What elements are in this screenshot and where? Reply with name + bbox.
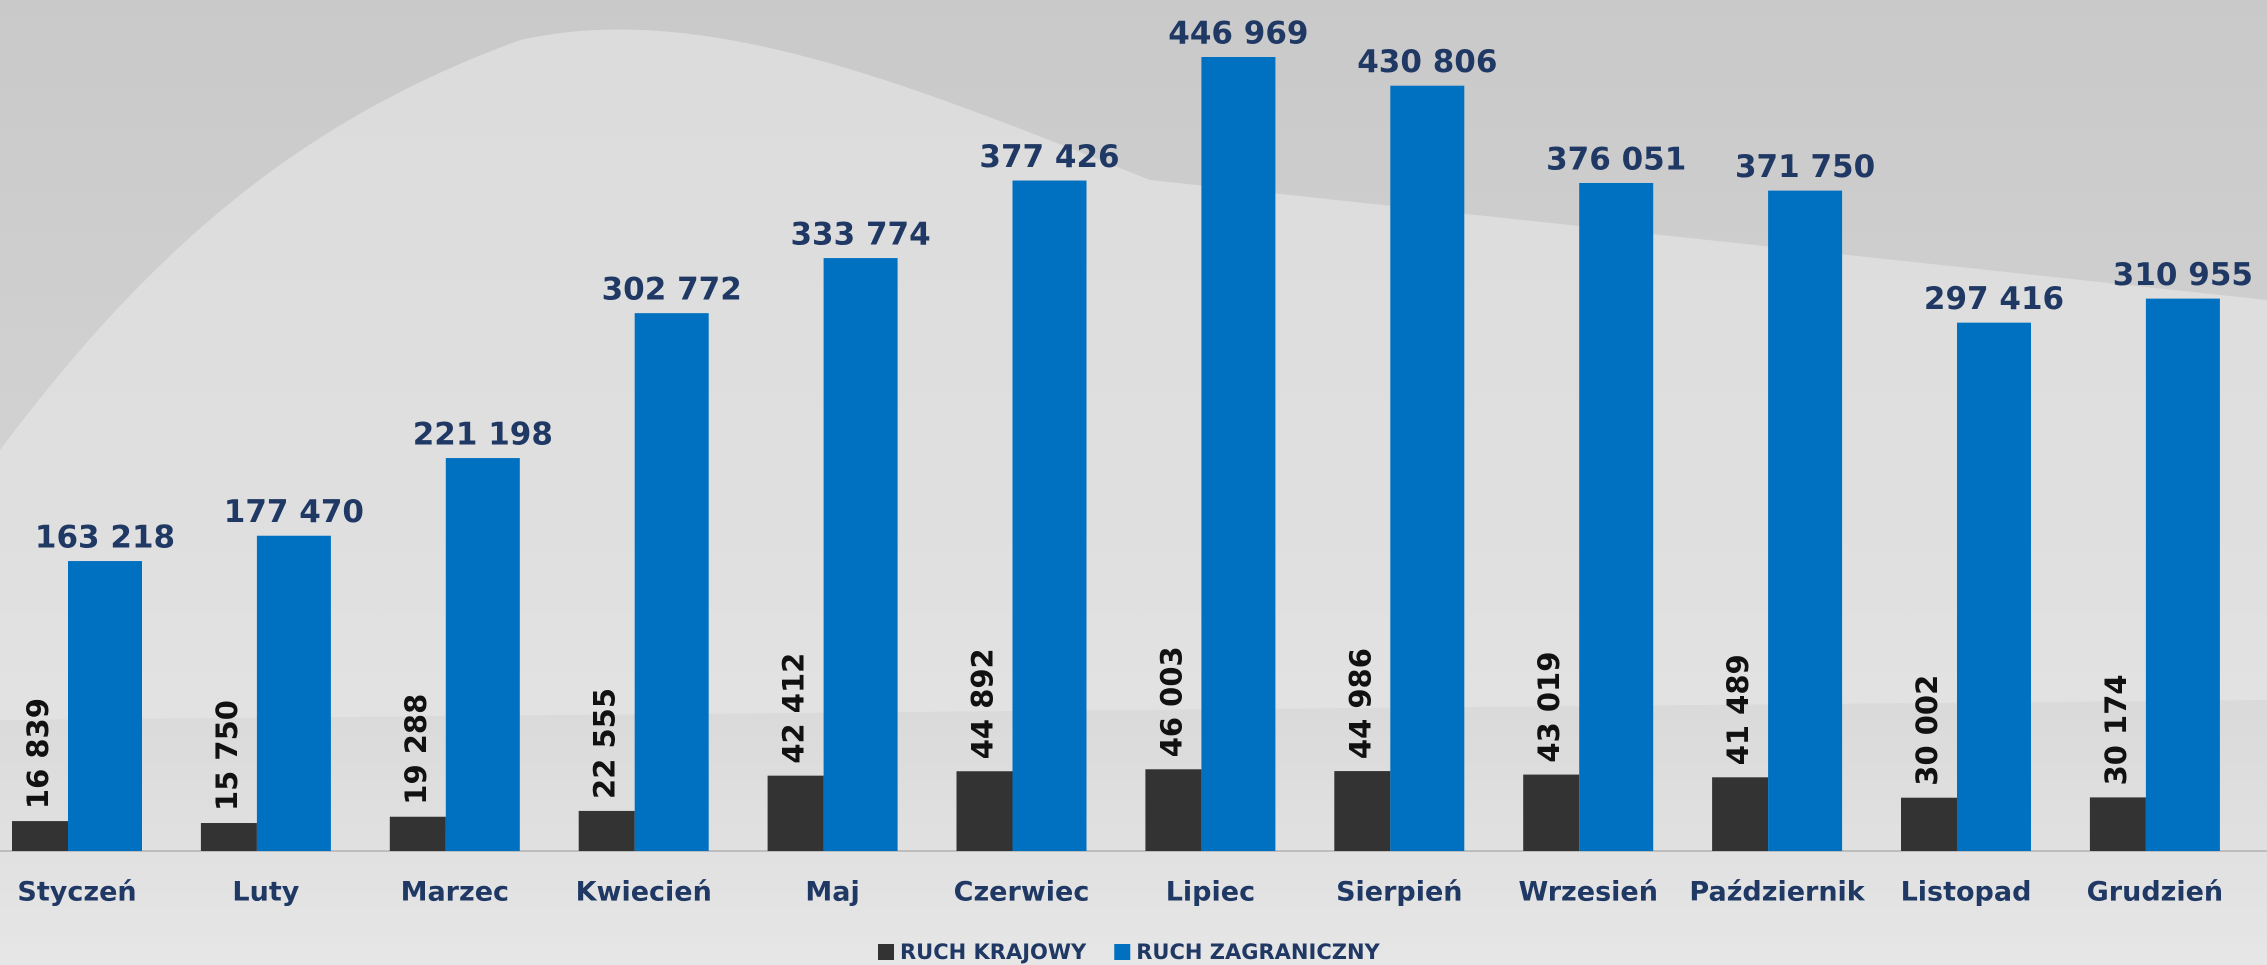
legend-swatch (1114, 944, 1131, 960)
data-label: 30 002 (1910, 675, 1944, 786)
data-label: 46 003 (1154, 646, 1188, 757)
plane-silhouette (0, 29, 2267, 721)
data-label: 16 839 (21, 698, 55, 809)
bar (1334, 771, 1391, 851)
bar (1901, 797, 1957, 851)
bar (1712, 777, 1769, 851)
bar (1145, 769, 1202, 851)
bar (1012, 180, 1087, 851)
data-label: 333 774 (790, 217, 930, 253)
x-tick-label: Grudzień (2087, 877, 2224, 908)
bar (1201, 57, 1276, 851)
data-label: 41 489 (1721, 654, 1755, 765)
legend-swatch (878, 944, 894, 960)
bar (389, 816, 446, 851)
bar (1579, 182, 1654, 851)
data-label: 310 955 (2113, 257, 2253, 293)
data-label: 371 750 (1735, 149, 1875, 185)
x-tick-label: Luty (232, 877, 299, 908)
data-label: 22 555 (588, 688, 622, 799)
bar (1768, 190, 1843, 851)
x-tick-label: Wrzesień (1518, 877, 1658, 908)
data-label: 44 892 (966, 648, 1000, 759)
bar (2089, 797, 2146, 851)
bar (256, 535, 331, 851)
bar (578, 810, 635, 851)
data-label: 430 806 (1357, 44, 1497, 80)
data-label: 376 051 (1546, 141, 1686, 177)
bar (956, 771, 1013, 851)
data-label: 43 019 (1532, 652, 1566, 763)
data-label: 446 969 (1168, 16, 1308, 52)
data-label: 15 750 (210, 700, 244, 811)
data-label: 302 772 (602, 272, 742, 308)
x-tick-label: Marzec (401, 877, 509, 908)
legend-label: RUCH KRAJOWY (900, 940, 1087, 964)
legend-label: RUCH ZAGRANICZNY (1136, 940, 1380, 964)
bar (1523, 774, 1580, 851)
x-tick-label: Kwiecień (576, 877, 712, 908)
bar (445, 458, 520, 851)
bar (1390, 85, 1465, 852)
data-label: 42 412 (777, 653, 811, 764)
x-tick-label: Styczeń (17, 877, 136, 908)
data-label: 297 416 (1924, 281, 2064, 317)
x-tick-label: Sierpień (1336, 877, 1462, 908)
data-label: 377 426 (979, 139, 1119, 175)
bar (1957, 322, 2031, 852)
x-tick-label: Lipiec (1166, 877, 1255, 908)
data-label: 177 470 (224, 494, 364, 530)
bar (200, 823, 257, 851)
data-label: 30 174 (2099, 674, 2133, 785)
bar (68, 561, 142, 851)
x-tick-label: Październik (1689, 877, 1865, 908)
data-label: 19 288 (399, 694, 433, 805)
bar (634, 313, 709, 851)
x-tick-label: Maj (805, 877, 859, 908)
bar (823, 258, 898, 851)
bar (12, 821, 68, 851)
data-label: 221 198 (413, 417, 553, 453)
bar (2145, 298, 2220, 851)
data-label: 163 218 (35, 520, 175, 556)
bar (767, 775, 824, 851)
data-label: 44 986 (1343, 648, 1377, 759)
x-tick-label: Listopad (1901, 877, 2032, 908)
x-tick-label: Czerwiec (954, 877, 1090, 908)
